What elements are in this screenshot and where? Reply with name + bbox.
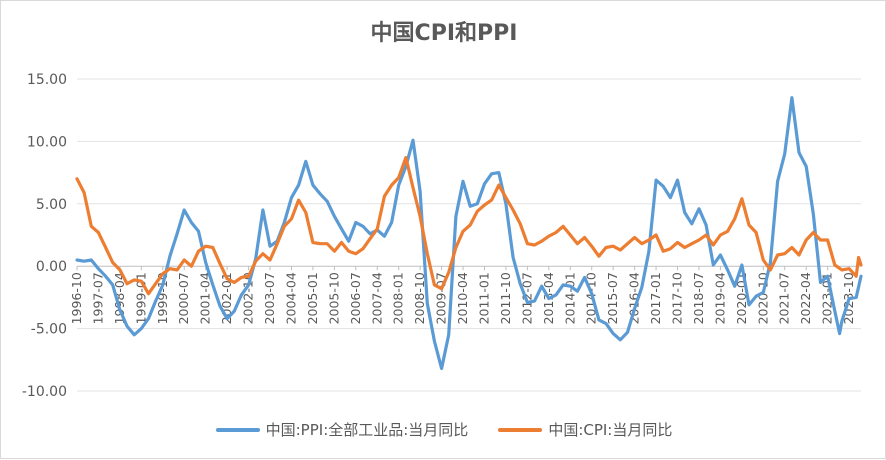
y-tick-label: 5.00	[36, 197, 67, 213]
x-tick-label: 2002-10	[241, 272, 256, 324]
legend: 中国:PPI:全部工业品:当月同比 中国:CPI:当月同比	[1, 419, 886, 440]
series-lines	[75, 96, 863, 371]
x-tick-label: 1996-10	[69, 272, 84, 324]
x-tick-label: 2007-04	[369, 272, 384, 324]
x-tick-label: 2011-10	[498, 272, 513, 324]
y-axis-ticks: 15.00 10.00 5.00 0.00 -5.00 -10.00	[22, 72, 67, 400]
x-tick-label: 2003-07	[262, 272, 277, 324]
x-tick-label: 2018-07	[691, 272, 706, 324]
gridlines	[77, 78, 861, 392]
x-tick-label: 2001-04	[198, 272, 213, 324]
x-tick-label: 2011-01	[476, 272, 491, 324]
x-tick-label: 2005-10	[326, 272, 341, 324]
legend-swatch-cpi	[498, 427, 543, 432]
x-tick-label: 2015-07	[605, 272, 620, 324]
series-line-cpi	[75, 156, 863, 296]
y-tick-label: 0.00	[36, 259, 67, 275]
x-tick-label: 2005-01	[305, 272, 320, 324]
x-tick-label: 2000-07	[176, 272, 191, 324]
x-tick-label: 2017-01	[648, 272, 663, 324]
x-tick-label: 1998-04	[112, 272, 127, 324]
series-line-ppi	[75, 96, 863, 371]
y-tick-label: 15.00	[27, 72, 67, 88]
x-tick-label: 2006-07	[348, 272, 363, 324]
x-tick-label: 2010-04	[455, 272, 470, 324]
x-tick-label: 2008-10	[412, 272, 427, 324]
x-tick-label: 2019-04	[712, 272, 727, 324]
x-tick-label: 2020-10	[755, 272, 770, 324]
legend-item-cpi: 中国:CPI:当月同比	[498, 419, 672, 440]
legend-label-ppi: 中国:PPI:全部工业品:当月同比	[265, 421, 469, 439]
y-tick-label: -5.00	[31, 322, 67, 338]
x-tick-label: 2021-07	[777, 272, 792, 324]
chart-title: 中国CPI和PPI	[370, 21, 518, 46]
x-tick-label: 1997-07	[90, 272, 105, 324]
x-tick-label: 2008-01	[391, 272, 406, 324]
x-tick-label: 2014-01	[562, 272, 577, 324]
x-tick-label: 1999-10	[155, 272, 170, 324]
legend-item-ppi: 中国:PPI:全部工业品:当月同比	[215, 419, 469, 440]
legend-swatch-ppi	[215, 427, 260, 432]
legend-label-cpi: 中国:CPI:当月同比	[548, 421, 673, 439]
x-tick-label: 2004-04	[283, 272, 298, 324]
x-tick-label: 2016-04	[627, 272, 642, 324]
x-tick-label: 2022-04	[798, 272, 813, 324]
x-tick-label: 2017-10	[670, 272, 685, 324]
y-tick-label: 10.00	[27, 134, 67, 150]
y-tick-label: -10.00	[22, 384, 67, 400]
